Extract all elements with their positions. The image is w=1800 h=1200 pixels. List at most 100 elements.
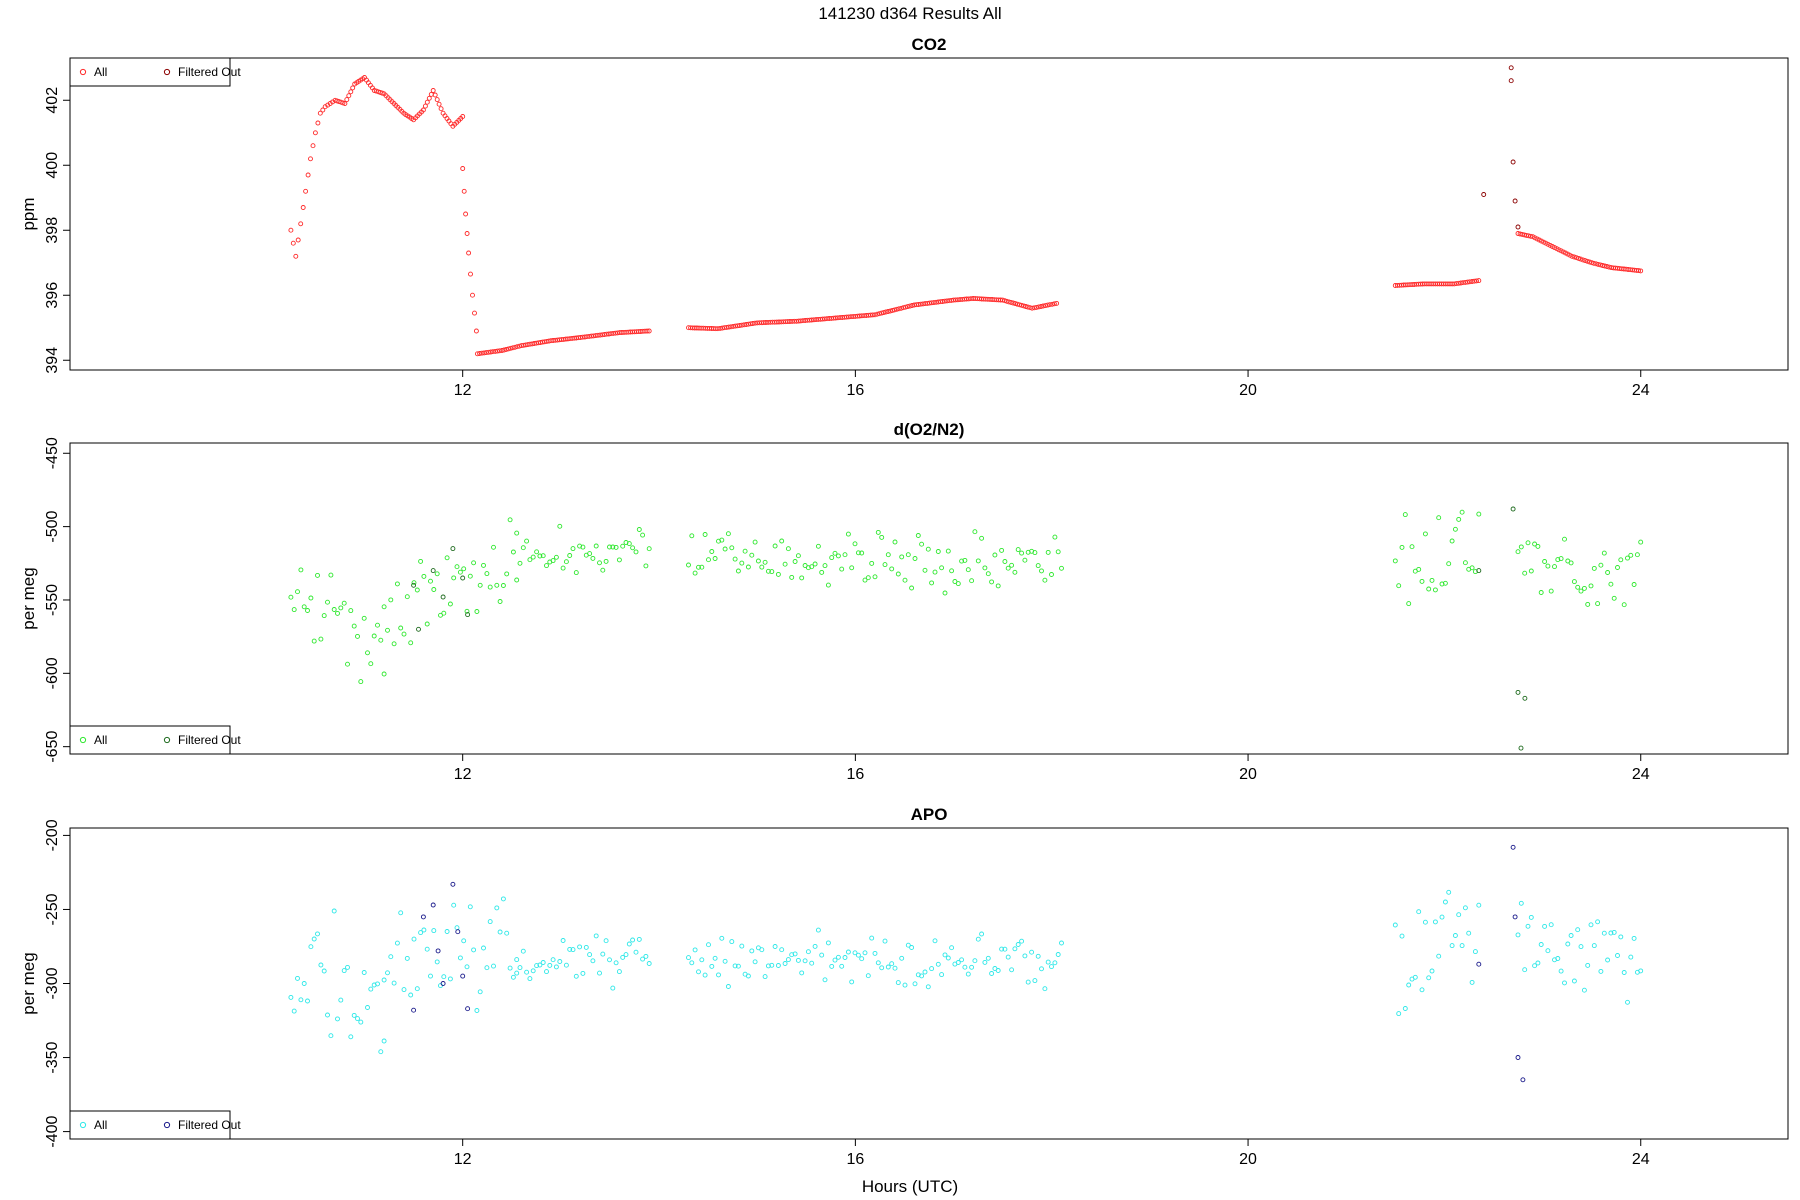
- legend-marker-filtered: [163, 68, 171, 76]
- point-filtered: [430, 568, 436, 574]
- point-all: [342, 101, 348, 106]
- point-all: [1605, 957, 1611, 963]
- point-all: [739, 943, 745, 949]
- point-all: [849, 979, 855, 985]
- point-all: [809, 960, 815, 966]
- point-all: [610, 544, 616, 550]
- point-all: [1399, 933, 1405, 939]
- point-all: [1014, 301, 1020, 307]
- point-all: [765, 963, 771, 969]
- point-all: [969, 578, 975, 584]
- point-all: [722, 958, 728, 964]
- point-all: [1465, 279, 1471, 285]
- point-all: [1591, 943, 1597, 949]
- data-points: [288, 506, 1644, 751]
- point-all: [769, 962, 775, 968]
- point-all: [550, 957, 556, 963]
- point-all: [732, 556, 738, 562]
- point-all: [368, 986, 374, 992]
- point-all: [517, 560, 523, 566]
- point-all: [1035, 953, 1041, 959]
- point-all: [432, 92, 438, 98]
- point-all: [490, 349, 496, 355]
- point-all: [1525, 923, 1531, 929]
- point-all: [563, 559, 569, 565]
- point-all: [527, 557, 533, 563]
- point-filtered: [420, 914, 426, 920]
- point-all: [1469, 979, 1475, 985]
- point-all: [1638, 539, 1644, 545]
- point-all: [577, 944, 583, 950]
- point-all: [1638, 268, 1644, 274]
- point-all: [298, 997, 304, 1003]
- point-all: [1571, 579, 1577, 585]
- point-all: [762, 559, 768, 565]
- point-all: [1528, 568, 1534, 574]
- point-all: [999, 547, 1005, 553]
- point-all: [912, 556, 918, 561]
- point-all: [318, 962, 324, 968]
- point-all: [500, 583, 506, 588]
- point-all: [1578, 588, 1584, 594]
- point-all: [1012, 946, 1018, 952]
- point-all: [903, 304, 908, 310]
- point-all: [1051, 301, 1057, 307]
- point-all: [1055, 952, 1061, 957]
- point-all: [408, 992, 414, 998]
- x-tick-label: 12: [454, 382, 472, 399]
- point-all: [1396, 583, 1402, 589]
- point-all: [295, 975, 300, 981]
- x-tick-label: 24: [1632, 766, 1650, 783]
- point-all: [772, 944, 778, 949]
- point-all: [500, 896, 506, 902]
- point-all: [1459, 943, 1465, 949]
- point-all: [610, 985, 616, 991]
- legend-box: [69, 57, 231, 87]
- point-all: [715, 326, 721, 332]
- point-all: [686, 562, 691, 568]
- point-all: [1419, 987, 1425, 993]
- point-all: [1532, 963, 1538, 969]
- point-all: [328, 1033, 334, 1039]
- point-all: [331, 607, 337, 612]
- plot-frame: [69, 442, 1789, 755]
- point-all: [351, 1012, 357, 1018]
- y-tick-label: -350: [44, 1041, 61, 1073]
- point-all: [876, 311, 882, 317]
- point-all: [418, 930, 424, 936]
- point-all: [491, 544, 496, 550]
- point-all: [588, 333, 594, 339]
- point-all: [646, 546, 652, 552]
- point-all: [484, 571, 490, 577]
- point-all: [862, 577, 868, 583]
- point-all: [1025, 979, 1031, 985]
- point-all: [1442, 580, 1448, 586]
- point-all: [1432, 587, 1438, 593]
- point-all: [510, 549, 516, 555]
- point-all: [371, 633, 377, 639]
- point-all: [312, 130, 318, 136]
- point-filtered: [450, 546, 456, 552]
- point-all: [782, 561, 788, 567]
- panel-title: CO2: [912, 35, 947, 54]
- point-all: [1598, 562, 1604, 568]
- point-all: [463, 211, 469, 217]
- point-all: [895, 980, 901, 986]
- point-all: [1605, 570, 1611, 575]
- point-all: [1008, 299, 1014, 305]
- point-all: [785, 957, 791, 963]
- point-all: [1419, 578, 1425, 584]
- panels: CO2 ppm 12 16 20 24 394 396 398 400 402 All Filtered…: [19, 35, 1789, 1168]
- legend-marker-all: [79, 1121, 87, 1129]
- point-all: [1611, 929, 1617, 935]
- point-all: [1588, 922, 1594, 928]
- point-all: [909, 945, 915, 950]
- point-all: [381, 977, 387, 983]
- point-all: [1009, 562, 1015, 568]
- point-all: [421, 573, 427, 579]
- point-all: [411, 936, 417, 942]
- point-all: [922, 567, 928, 573]
- point-filtered: [1510, 159, 1516, 165]
- point-all: [1462, 905, 1468, 911]
- point-all: [1548, 588, 1554, 594]
